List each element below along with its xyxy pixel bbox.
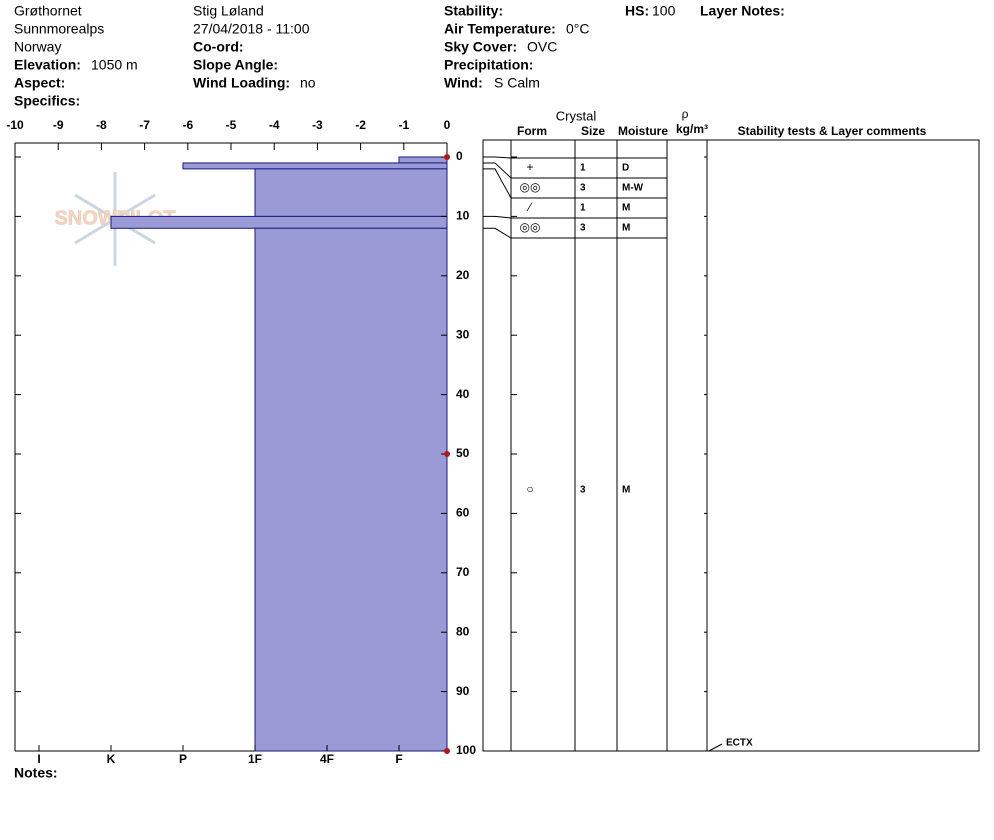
moisture: M-W: [622, 183, 644, 194]
notes-label: Notes:: [14, 765, 58, 781]
hardness-bar: [182, 162, 448, 170]
y-tick-label: 30: [456, 327, 470, 341]
value: 1050 m: [91, 57, 138, 73]
label: Air Temperature:: [444, 21, 556, 37]
y-tick-label: 60: [456, 506, 470, 520]
x-tick-label: -8: [96, 118, 107, 132]
temperature-point: [444, 748, 450, 754]
hardness-label: F: [395, 752, 402, 766]
header-text: Moisture: [618, 124, 668, 138]
grain-size: 1: [580, 163, 586, 174]
location: Grøthornet: [14, 3, 82, 19]
x-tick-label: -5: [226, 118, 237, 132]
x-tick-label: -4: [269, 118, 280, 132]
grain-form: ⁄: [526, 200, 533, 214]
value: OVC: [527, 39, 557, 55]
hardness-bar: [254, 168, 448, 217]
x-tick-label: -2: [355, 118, 366, 132]
hardness-label: P: [179, 752, 187, 766]
header-text: Crystal: [556, 108, 597, 123]
test-label: ECTX: [726, 738, 753, 749]
hardness-label: K: [107, 752, 116, 766]
header-text: Stability tests & Layer comments: [738, 124, 927, 138]
y-tick-label: 70: [456, 565, 470, 579]
table-border: [482, 139, 980, 752]
grain-form: ○: [526, 482, 533, 496]
value: 0°C: [566, 21, 590, 37]
moisture: M: [622, 223, 630, 234]
grain-form: +: [526, 160, 533, 174]
moisture: M: [622, 203, 630, 214]
temperature-point: [444, 451, 450, 457]
header: Grøthornet Sunnmorealps Norway Elevation…: [14, 3, 785, 109]
hardness-label: 4F: [320, 752, 334, 766]
label: Sky Cover:: [444, 39, 517, 55]
y-tick-label: 90: [456, 684, 470, 698]
y-tick-label: 100: [456, 743, 476, 757]
label: Wind:: [444, 75, 483, 91]
test-pointer: [708, 743, 723, 752]
grain-size: 3: [580, 223, 586, 234]
value: 100: [652, 3, 676, 19]
layer-connector: [483, 168, 512, 199]
hardness-bar: [254, 227, 448, 752]
layer-connector: [483, 227, 512, 239]
layer-connector: [483, 162, 512, 179]
country: Norway: [14, 39, 61, 55]
label: Wind Loading:: [193, 75, 290, 91]
y-tick-label: 50: [456, 446, 470, 460]
table-header: Crystal Form Size Moisture ρ kg/m³ Stabi…: [517, 107, 927, 138]
temperature-point: [444, 154, 450, 160]
label: HS:: [625, 3, 649, 19]
header-text: ρ: [682, 107, 689, 121]
layer-connector: [483, 215, 512, 219]
label: Layer Notes:: [700, 3, 785, 19]
hardness-label: 1F: [248, 752, 262, 766]
x-tick-label: -1: [398, 118, 409, 132]
x-tick-label: -7: [139, 118, 150, 132]
datetime: 27/04/2018 - 11:00: [193, 21, 310, 37]
grain-form: ◎◎: [520, 220, 541, 234]
x-tick-label: 0: [444, 118, 451, 132]
moisture: D: [622, 163, 629, 174]
hardness-bar: [110, 215, 448, 229]
y-tick-label: 80: [456, 624, 470, 638]
label: Aspect:: [14, 75, 65, 91]
header-text: Form: [517, 124, 547, 138]
label: Slope Angle:: [193, 57, 278, 73]
header-text: Size: [581, 124, 605, 138]
grain-size: 1: [580, 203, 586, 214]
moisture: M: [622, 484, 630, 495]
observer: Stig Løland: [193, 3, 264, 19]
x-tick-label: -9: [53, 118, 64, 132]
x-tick-label: -10: [6, 118, 24, 132]
grain-form: ◎◎: [520, 180, 541, 194]
y-tick-label: 0: [456, 149, 463, 163]
label: Precipitation:: [444, 57, 533, 73]
value: no: [300, 75, 316, 91]
label: Elevation:: [14, 57, 81, 73]
header-text: kg/m³: [676, 122, 708, 136]
value: S Calm: [494, 75, 540, 91]
grain-size: 3: [580, 484, 586, 495]
y-tick-label: 20: [456, 268, 470, 282]
hardness-bar: [398, 156, 448, 164]
layer-connector: [483, 156, 512, 159]
x-tick-label: -3: [312, 118, 323, 132]
hardness-label: I: [37, 752, 40, 766]
label: Specifics:: [14, 93, 80, 109]
range: Sunnmorealps: [14, 21, 104, 37]
grain-size: 3: [580, 183, 586, 194]
x-tick-label: -6: [182, 118, 193, 132]
y-tick-label: 10: [456, 209, 470, 223]
y-tick-label: 40: [456, 387, 470, 401]
table-frame: [482, 139, 980, 752]
label: Co-ord:: [193, 39, 244, 55]
label: Stability:: [444, 3, 503, 19]
